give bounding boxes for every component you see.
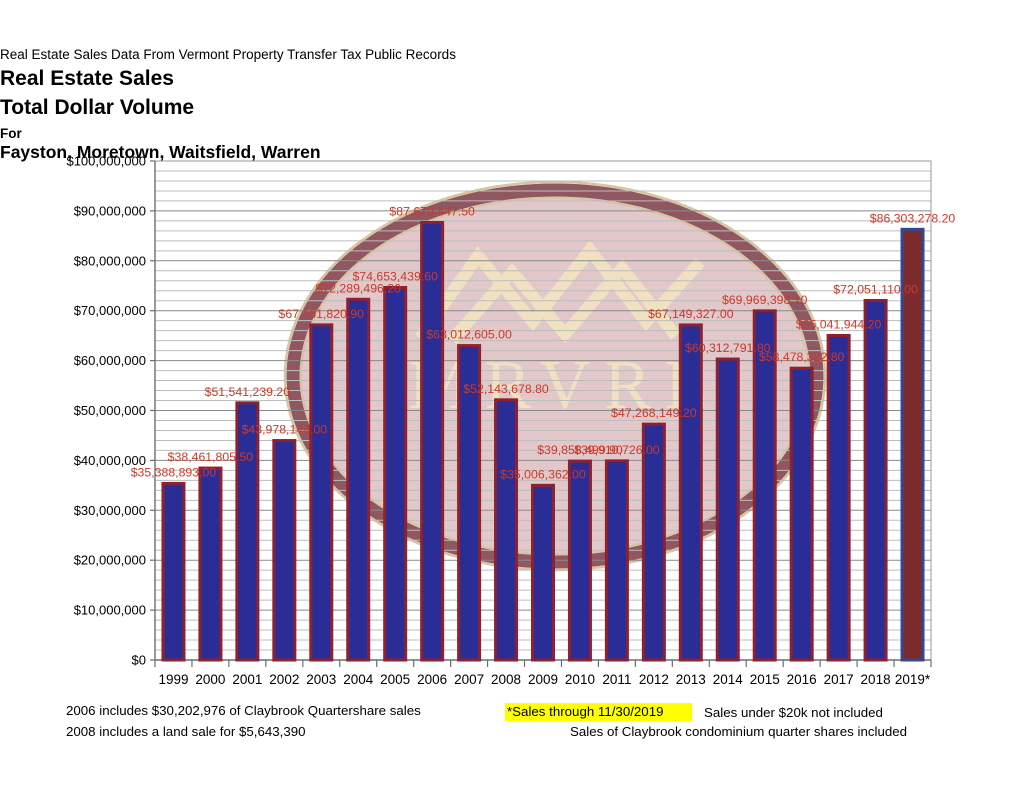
bar-value-label-2006: $87,679,447.50 <box>389 204 475 218</box>
chart-towns-line: Fayston, Moretown, Waitsfield, Warren <box>0 142 321 162</box>
bar-2000 <box>198 466 223 662</box>
bar-value-label-2017: $65,041,944.20 <box>796 317 882 331</box>
y-axis-label: $80,000,000 <box>74 253 146 268</box>
y-axis-label: $40,000,000 <box>74 453 146 468</box>
bar-value-labels: $35,388,893.00$38,461,805.50 $51,541,239.… <box>131 204 956 481</box>
x-axis-label: 2018 <box>861 672 891 687</box>
bar-value-label-2014: $60,312,791.80 <box>685 341 771 355</box>
bar-value-label-2018: $72,051,110.00 <box>833 282 918 296</box>
x-axis-label: 2006 <box>417 672 447 687</box>
x-axis-label: 2016 <box>787 672 817 687</box>
chart-for-label: For <box>0 126 22 141</box>
bar-value-label-2012: $47,268,149.20 <box>611 406 697 420</box>
x-axis-label: 2001 <box>232 672 262 687</box>
x-axis-label: 2008 <box>491 672 521 687</box>
source-note: Real Estate Sales Data From Vermont Prop… <box>0 47 456 62</box>
bar-value-label-2003: $67,161,820.90 <box>279 307 365 321</box>
x-axis-label: 2013 <box>676 672 706 687</box>
bar-2014 <box>715 357 740 662</box>
bar-2009 <box>531 483 555 662</box>
y-axis-label: $60,000,000 <box>74 353 146 368</box>
bar-value-label-2004: $72,289,496.20 <box>315 281 401 295</box>
y-axis-label: $70,000,000 <box>74 303 146 318</box>
footnote-sales-through-highlight: *Sales through 11/30/2019 <box>505 703 692 721</box>
x-axis-label: 2015 <box>750 672 780 687</box>
bar-2006 <box>420 220 445 662</box>
y-axis-label: $50,000,000 <box>74 403 146 418</box>
bar-value-label-1999: $35,388,893.00 <box>131 465 217 479</box>
bar-2001 <box>235 401 260 662</box>
footnote-quarter-shares: Sales of Claybrook condominium quarter s… <box>570 724 908 739</box>
x-axis-label: 2007 <box>454 672 484 687</box>
bar-value-label-2008: $52,143,678.80 <box>463 382 549 396</box>
bar-2017 <box>826 333 851 662</box>
bar-1999 <box>161 481 186 662</box>
bar-2016 <box>789 366 814 662</box>
chart-title: Real Estate Sales <box>0 67 174 90</box>
bar-value-label-2016: $58,478,322.80 <box>759 350 845 364</box>
x-axis-label: 2000 <box>195 672 225 687</box>
y-axis-label: $100,000,000 <box>66 154 146 169</box>
x-axis-label: 2003 <box>306 672 336 687</box>
bar-value-label-2019: $86,303,278.20 <box>870 211 956 225</box>
bar-2002 <box>272 439 297 662</box>
bar-value-label-2009: $35,006,362.00 <box>500 467 586 481</box>
bar-2010 <box>567 459 592 662</box>
bar-2013 <box>678 323 703 662</box>
bar-2003 <box>309 323 334 662</box>
x-axis-label: 2009 <box>528 672 558 687</box>
bar-2007 <box>457 344 482 662</box>
footnote-2006-claybrook: 2006 includes $30,202,976 of Claybrook Q… <box>66 703 421 718</box>
y-axis-label: $0 <box>132 653 146 668</box>
x-axis-label: 2012 <box>639 672 669 687</box>
bar-2008 <box>494 398 519 662</box>
bar-2012 <box>641 422 666 662</box>
bar-2004 <box>346 297 371 662</box>
bar-2019 <box>900 227 925 662</box>
x-axis-label: 2005 <box>380 672 410 687</box>
x-axis-label: 2010 <box>565 672 595 687</box>
bar-value-label-2011: $39,910,726.00 <box>574 443 660 457</box>
x-axis-label: 2017 <box>824 672 854 687</box>
bar-value-label-2002: $43,978,144.00 <box>242 423 328 437</box>
chart-subtitle: Total Dollar Volume <box>0 96 195 119</box>
bar-value-label-2007: $63,012,605.00 <box>426 328 512 342</box>
bar-2018 <box>863 298 888 662</box>
y-axis-label: $10,000,000 <box>74 603 146 618</box>
x-axis-label: 1999 <box>158 672 188 687</box>
y-axis-label: $90,000,000 <box>74 203 146 218</box>
x-axis-label: 2004 <box>343 672 374 687</box>
y-axis-label: $20,000,000 <box>74 553 146 568</box>
bar-value-label-2005: $74,653,439.60 <box>352 269 438 283</box>
x-axis-label: 2002 <box>269 672 299 687</box>
footnote-2008-land-sale: 2008 includes a land sale for $5,643,390 <box>66 724 306 739</box>
footnote-under-20k: Sales under $20k not included <box>704 705 883 720</box>
y-axis-label: $30,000,000 <box>74 503 146 518</box>
bars <box>161 220 925 662</box>
bar-value-label-2000: $38,461,805.50 <box>168 450 254 464</box>
x-axis-label: 2019* <box>895 672 931 687</box>
bar-value-label-2015: $69,969,398.10 <box>722 293 808 307</box>
bar-2011 <box>604 459 629 662</box>
bar-value-label-2010: $39,858,499.90 <box>537 443 623 457</box>
bar-value-label-2013: $67,149,327.00 <box>648 307 734 321</box>
x-axis-label: 2014 <box>713 672 744 687</box>
bar-value-label-2001: $51,541,239.20 <box>205 385 291 399</box>
bar-2015 <box>752 309 777 662</box>
x-axis-label: 2011 <box>602 672 631 687</box>
bar-2005 <box>383 285 408 662</box>
